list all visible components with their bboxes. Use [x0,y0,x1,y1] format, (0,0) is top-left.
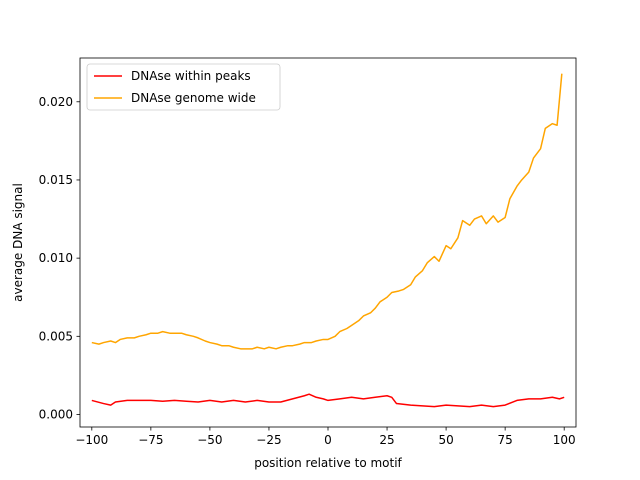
legend-label: DNAse within peaks [131,69,251,83]
y-axis: 0.000 0.005 0.010 0.015 0.020 [39,95,80,421]
x-axis-label: position relative to motif [254,456,402,470]
series-layer [91,73,565,408]
x-tick-label: 25 [379,433,394,447]
x-tick-label: 75 [498,433,513,447]
legend-box [86,63,281,111]
x-tick-label: −100 [75,433,108,447]
legend-label: DNAse genome wide [131,91,256,105]
x-tick-label: 50 [438,433,453,447]
x-tick-label: −25 [256,433,281,447]
plot-area [79,57,577,428]
y-tick-label: 0.015 [39,173,73,187]
y-axis-label: average DNA signal [11,183,25,302]
y-tick-label: 0.010 [39,251,73,265]
x-tick-label: 100 [553,433,576,447]
x-tick-label: −75 [138,433,163,447]
legend: DNAse within peaks DNAse genome wide [86,63,281,111]
y-tick-label: 0.005 [39,329,73,343]
x-axis: −100 −75 −50 −25 0 25 50 75 100 [75,427,576,447]
y-tick-label: 0.020 [39,95,73,109]
y-tick-label: 0.000 [39,407,73,421]
x-tick-label: −50 [197,433,222,447]
x-tick-label: 0 [324,433,332,447]
series-line-1 [91,393,565,408]
series-line-2 [91,73,563,350]
plot-frame [79,57,577,428]
